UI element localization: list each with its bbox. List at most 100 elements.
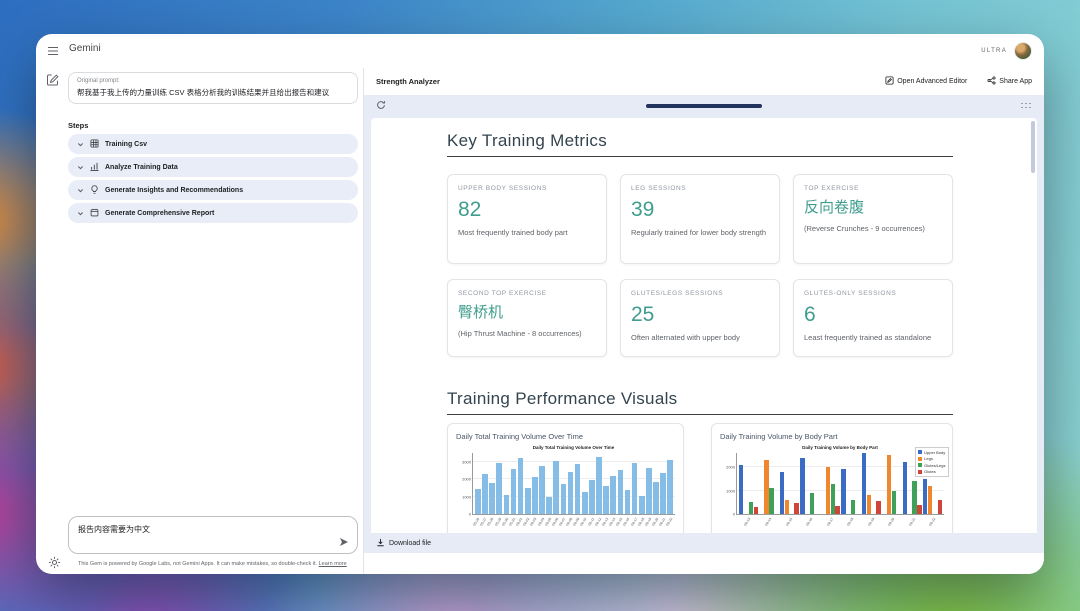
y-tick-label: 1000 — [726, 488, 735, 494]
bar-group — [923, 453, 943, 514]
chart-bar — [553, 460, 559, 514]
app-title: Gemini — [69, 43, 101, 54]
followup-input[interactable]: 报告内容需要为中文 — [68, 516, 358, 554]
open-advanced-editor-label: Open Advanced Editor — [897, 78, 968, 85]
chart-bar — [866, 495, 871, 514]
avatar[interactable] — [1014, 42, 1032, 60]
chart-bar — [617, 470, 624, 514]
chart-bar — [532, 477, 538, 514]
x-tick: 06-22 — [928, 517, 937, 527]
chart-bar — [581, 492, 588, 514]
chart-bar — [596, 456, 602, 514]
bar-group — [739, 453, 758, 514]
metric-desc: (Reverse Crunches - 9 occurrences) — [804, 224, 925, 233]
x-tick: 06-17 — [825, 517, 835, 527]
chart-bar — [800, 457, 805, 514]
bar-group — [841, 453, 860, 514]
gridline — [473, 460, 675, 462]
preview-toolbar — [364, 95, 1044, 117]
x-tick: 06-05 — [543, 517, 553, 527]
metric-value: 82 — [458, 198, 482, 221]
step-label: Generate Comprehensive Report — [105, 209, 215, 217]
gear-icon[interactable] — [46, 555, 62, 569]
metric-card-glutes-only: GLUTES-ONLY SESSIONS 6 Least frequently … — [793, 279, 953, 357]
chevron-down-icon[interactable] — [77, 135, 84, 153]
step-training-csv[interactable]: Training Csv — [68, 134, 358, 154]
edit-box-icon — [885, 76, 894, 87]
chart-inner-title: Daily Total Training Volume Over Time — [532, 445, 615, 450]
chevron-down-icon[interactable] — [77, 158, 84, 176]
chart-bar — [489, 482, 495, 514]
chart-bar — [646, 467, 652, 514]
divider — [447, 156, 953, 157]
learn-more-link[interactable]: Learn more — [318, 561, 347, 567]
metric-card-glutes-legs: GLUTES/LEGS SESSIONS 25 Often alternated… — [620, 279, 780, 357]
chart-bar — [524, 487, 531, 514]
x-tick: 06-16 — [622, 517, 631, 527]
metric-card-upper-body: UPPER BODY SESSIONS 82 Most frequently t… — [447, 174, 607, 264]
original-prompt-text: 帮我基于我上传的力量训练 CSV 表格分析我的训练结果并且给出报告和建议 — [77, 87, 330, 97]
gridline — [473, 478, 675, 480]
x-tick: 06-15 — [784, 517, 793, 527]
x-tick: 06-10 — [579, 517, 588, 527]
x-tick: 05-30 — [500, 517, 510, 527]
chart-bar — [503, 494, 510, 514]
disclaimer-text: This Gem is powered by Google Labs, not … — [78, 561, 318, 567]
chart-bar — [610, 475, 616, 514]
chevron-down-icon[interactable] — [77, 181, 84, 199]
chart-bar — [589, 480, 595, 514]
step-generate-insights[interactable]: Generate Insights and Recommendations — [68, 180, 358, 200]
step-generate-report[interactable]: Generate Comprehensive Report — [68, 203, 358, 223]
x-tick: 05-27 — [479, 517, 488, 527]
x-tick: 05-31 — [508, 517, 517, 527]
preview-header: Strength Analyzer Open Advanced Editor S… — [364, 68, 1044, 95]
chart-bar — [753, 506, 758, 514]
send-icon[interactable] — [338, 536, 350, 548]
refresh-icon[interactable] — [376, 97, 386, 115]
bar-series — [473, 453, 675, 514]
table-icon — [90, 135, 99, 153]
chart-bar — [902, 462, 907, 514]
chart-bar — [638, 495, 645, 514]
chart-bar — [560, 484, 567, 514]
steps-heading: Steps — [68, 121, 89, 130]
chart-bar — [825, 467, 831, 514]
chevron-down-icon[interactable] — [77, 204, 84, 222]
x-tick: 06-14 — [764, 517, 773, 527]
drag-handle-icon[interactable] — [1021, 102, 1032, 110]
y-tick-label: 2000 — [462, 476, 471, 482]
download-file-button[interactable]: Download file — [389, 539, 432, 547]
scroll-indicator[interactable] — [646, 104, 762, 108]
bar-group — [861, 453, 881, 514]
chart-bar — [748, 502, 754, 514]
chart-bar — [841, 469, 846, 514]
chart-bar — [784, 499, 790, 514]
chart-bar — [653, 481, 659, 514]
original-prompt-label: Original prompt: — [77, 78, 120, 84]
x-tick: 06-03 — [529, 517, 538, 527]
chart-bar — [660, 473, 666, 514]
share-app-button[interactable]: Share App — [987, 76, 1032, 87]
metric-label: TOP EXERCISE — [804, 185, 860, 192]
menu-icon[interactable] — [45, 44, 61, 58]
followup-input-value: 报告内容需要为中文 — [78, 525, 150, 534]
metric-card-top-exercise: TOP EXERCISE 反向卷腹 (Reverse Crunches - 9 … — [793, 174, 953, 264]
compose-icon[interactable] — [45, 73, 61, 87]
step-analyze-data[interactable]: Analyze Training Data — [68, 157, 358, 177]
y-tick-label: 3000 — [462, 459, 471, 465]
open-advanced-editor-button[interactable]: Open Advanced Editor — [885, 76, 967, 87]
chart-bar — [517, 458, 524, 514]
x-tick: 06-20 — [651, 517, 660, 527]
x-tick: 06-08 — [565, 517, 574, 527]
x-tick: 06-13 — [743, 517, 752, 527]
chart-bar — [496, 462, 502, 514]
lightbulb-icon — [90, 181, 99, 199]
chart-bar — [603, 486, 609, 514]
x-tick: 06-22 — [665, 517, 674, 527]
y-tick-label: 0 — [468, 511, 471, 517]
chart-plot-total-volume: 0 1000 2000 3000 — [462, 453, 675, 517]
chart-title: Daily Total Training Volume Over Time — [456, 432, 583, 441]
divider — [447, 414, 953, 415]
metric-card-second-top-exercise: SECOND TOP EXERCISE 臀桥机 (Hip Thrust Mach… — [447, 279, 607, 357]
scrollbar[interactable] — [1031, 121, 1035, 173]
